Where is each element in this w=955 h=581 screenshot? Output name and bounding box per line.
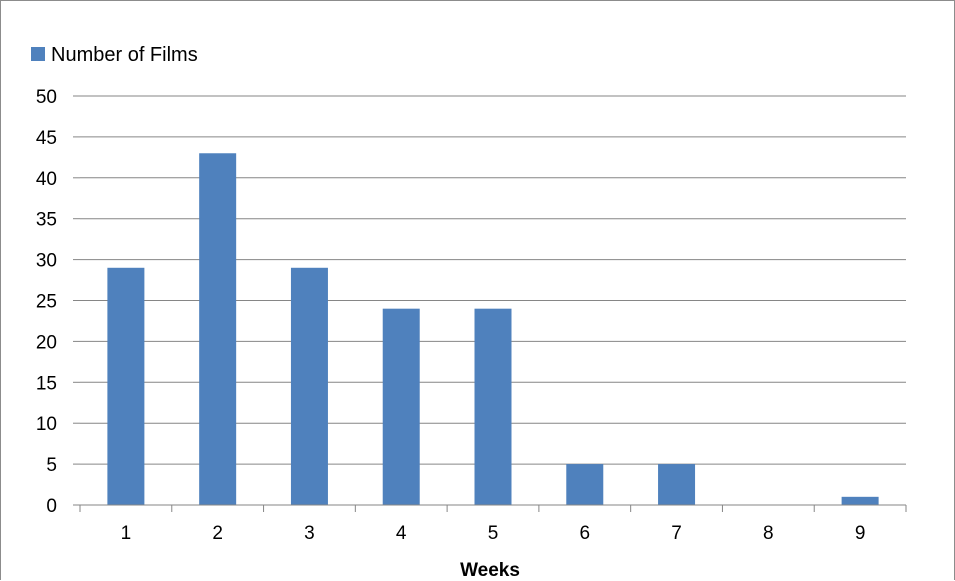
x-tick-label: 9 [855,523,866,544]
y-tick-label: 40 [36,169,57,190]
x-tick-label: 2 [212,523,223,544]
bar-week-1 [107,267,145,505]
legend-swatch [31,47,45,61]
y-tick-label: 5 [46,455,57,476]
y-tick-label: 15 [36,373,57,394]
y-tick-label: 20 [36,332,57,353]
x-tick-label: 4 [396,523,407,544]
x-tick-label: 8 [763,523,774,544]
bars [107,153,879,505]
y-tick-label: 30 [36,251,57,272]
bar-week-4 [382,308,420,505]
bar-week-2 [199,153,237,505]
x-tick-label: 1 [121,523,132,544]
legend-label: Number of Films [51,44,198,66]
x-axis-title: Weeks [460,560,520,581]
x-tick-label: 7 [671,523,682,544]
y-tick-label: 35 [36,210,57,231]
bar-week-3 [290,267,328,505]
y-tick-label: 10 [36,414,57,435]
bar-week-6 [566,464,604,505]
bar-week-5 [474,308,512,505]
x-tick-labels: 1 2 3 4 5 6 7 8 9 [121,523,866,544]
x-tick-label: 3 [304,523,315,544]
y-tick-label: 25 [36,292,57,313]
x-tick-label: 5 [488,523,499,544]
y-tick-label: 50 [36,87,57,108]
legend: Number of Films [31,44,198,66]
y-tick-label: 0 [46,496,57,517]
y-tick-labels: 0 5 10 15 20 25 30 35 40 45 50 [36,87,57,517]
bar-week-7 [658,464,696,505]
bar-week-9 [841,496,879,505]
axes [73,95,907,512]
x-tick-label: 6 [579,523,590,544]
y-tick-label: 45 [36,128,57,149]
